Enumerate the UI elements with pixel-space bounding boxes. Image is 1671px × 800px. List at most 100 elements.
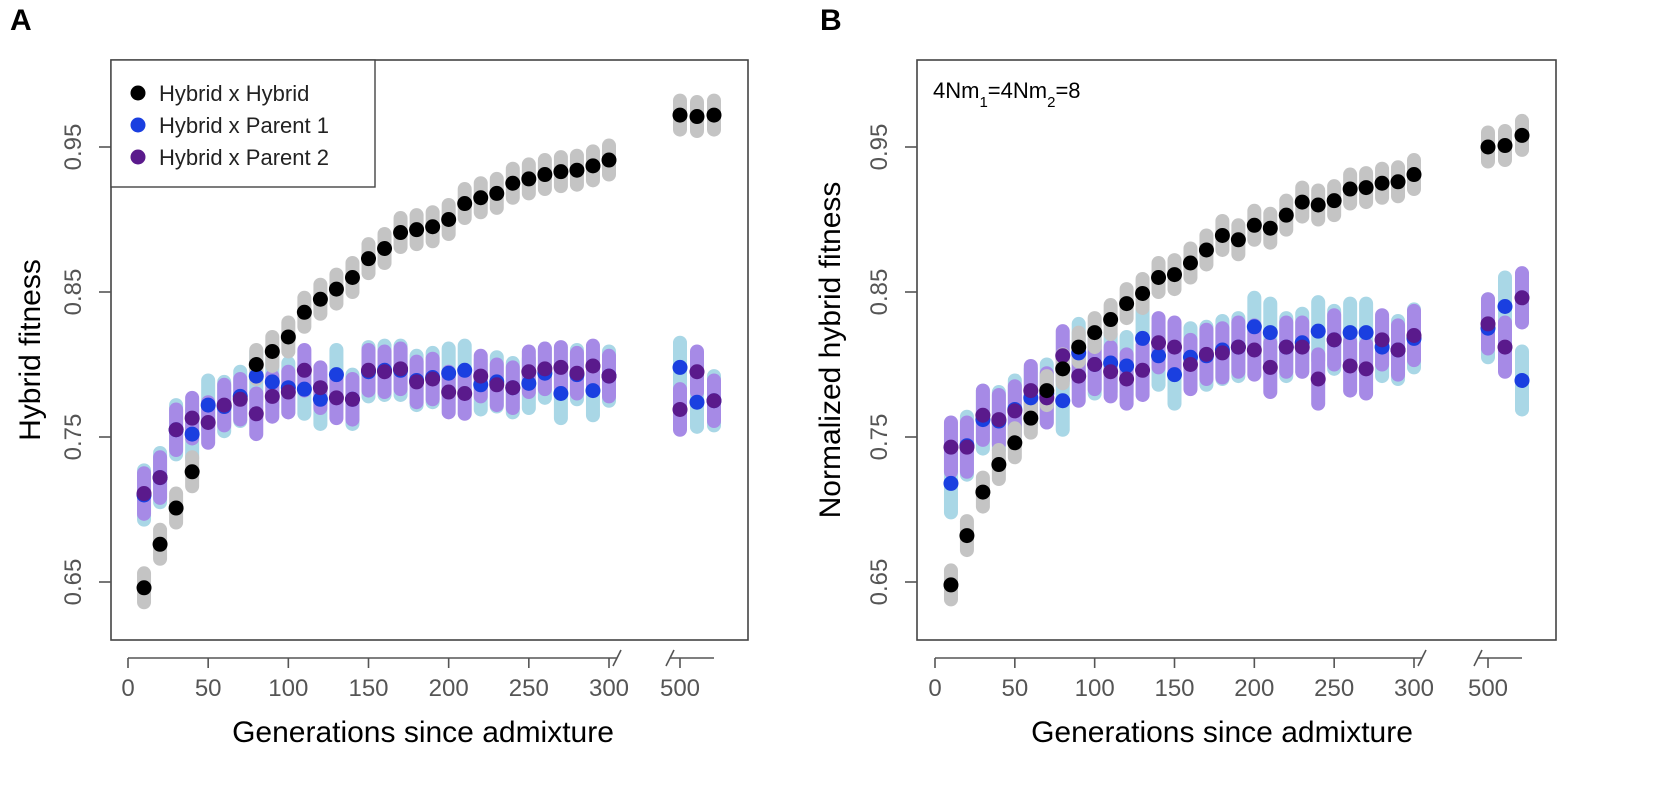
data-point [1055, 393, 1071, 409]
x-tick-label: 100 [1075, 675, 1115, 702]
data-point [1514, 290, 1530, 306]
data-point [706, 107, 722, 123]
data-point [505, 175, 521, 191]
data-point [672, 359, 688, 375]
data-point [248, 357, 264, 372]
data-point [1007, 403, 1023, 419]
data-point [312, 291, 328, 307]
data-point [1326, 193, 1342, 209]
y-tick-label: 0.65 [866, 559, 893, 606]
data-point [975, 407, 991, 423]
data-point [312, 391, 328, 407]
data-point [537, 167, 553, 183]
data-points [943, 127, 1530, 593]
data-point [248, 368, 264, 384]
data-point [1182, 255, 1198, 271]
x-tick-label: 100 [268, 675, 308, 702]
data-point [601, 368, 617, 384]
legend-marker [130, 149, 146, 165]
data-point [1023, 383, 1039, 399]
x-tick-label: 50 [195, 675, 222, 702]
x-tick-label: 500 [1468, 675, 1508, 702]
panel-a: A 0.65 0.75 0.85 0.95 0 50 100 150 200 250 300 500 Ge… [10, 4, 749, 749]
data-point [1262, 359, 1278, 375]
data-point [1135, 362, 1151, 378]
data-point [1310, 371, 1326, 387]
data-point [1198, 242, 1214, 258]
data-point [585, 383, 601, 399]
data-point [1358, 361, 1374, 377]
data-point [1278, 339, 1294, 355]
data-point [473, 368, 489, 384]
data-point [1119, 358, 1135, 374]
legend-label: Hybrid x Parent 2 [159, 145, 329, 170]
data-point [168, 500, 184, 516]
panel-b: B 0.65 0.75 0.85 0.95 0 50 100 150 200 250 300 500 Ge… [814, 4, 1557, 749]
data-point [1119, 296, 1135, 312]
data-point [393, 225, 409, 241]
data-point [1262, 220, 1278, 236]
data-point [505, 380, 521, 396]
data-point [1514, 372, 1530, 388]
plot-frame [916, 59, 1557, 641]
y-tick-label: 0.95 [60, 124, 87, 171]
data-point [1007, 435, 1023, 451]
data-point [1480, 139, 1496, 155]
legend-label: Hybrid x Parent 1 [159, 113, 329, 138]
data-point [280, 329, 296, 345]
data-point [200, 397, 216, 413]
data-point [1151, 270, 1167, 285]
data-point [672, 401, 688, 417]
data-point [1390, 342, 1406, 358]
data-point [1358, 325, 1374, 341]
data-point [473, 190, 489, 206]
data-point [1039, 383, 1055, 399]
y-tick-label: 0.85 [60, 269, 87, 316]
data-point [585, 158, 601, 174]
data-point [296, 304, 312, 320]
data-point [1246, 319, 1262, 335]
data-point [1514, 127, 1530, 143]
data-point [136, 580, 152, 596]
data-point [1342, 358, 1358, 374]
data-point [672, 107, 688, 123]
data-point [1214, 227, 1230, 243]
data-point [1055, 361, 1071, 377]
legend-box [110, 59, 376, 188]
x-tick-label: 200 [1234, 675, 1274, 702]
data-point [489, 185, 505, 201]
data-point [1262, 325, 1278, 341]
legend-label: Hybrid x Hybrid [159, 81, 309, 106]
y-axis-title: Hybrid fitness [14, 259, 47, 441]
data-point [457, 386, 473, 401]
data-point [521, 171, 537, 187]
data-point [1497, 138, 1513, 154]
x-axis-title: Generations since admixture [1031, 716, 1413, 749]
data-point [280, 384, 296, 400]
y-axis: 0.65 0.75 0.85 0.95 [866, 124, 917, 606]
data-point [248, 406, 264, 422]
data-point [168, 422, 184, 438]
legend-marker [130, 117, 146, 133]
x-axis-title: Generations since admixture [232, 716, 614, 749]
y-tick-label: 0.95 [866, 124, 893, 171]
data-point [1167, 367, 1182, 383]
panel-letter: A [10, 4, 32, 37]
data-point [216, 397, 232, 413]
legend-marker [130, 85, 146, 101]
data-point [959, 439, 975, 455]
data-point [184, 426, 200, 442]
x-tick-label: 500 [660, 675, 700, 702]
data-point [1103, 312, 1119, 328]
x-tick-label: 50 [1001, 675, 1028, 702]
annotation: 4Nm1=4Nm2=8 [933, 78, 1081, 111]
data-point [1055, 348, 1071, 364]
data-point [409, 222, 425, 238]
data-point [1326, 332, 1342, 348]
data-point [943, 577, 959, 593]
data-point [457, 362, 473, 378]
data-point [1374, 175, 1390, 191]
data-point [521, 375, 537, 391]
data-point [585, 358, 601, 374]
data-point [296, 381, 312, 397]
